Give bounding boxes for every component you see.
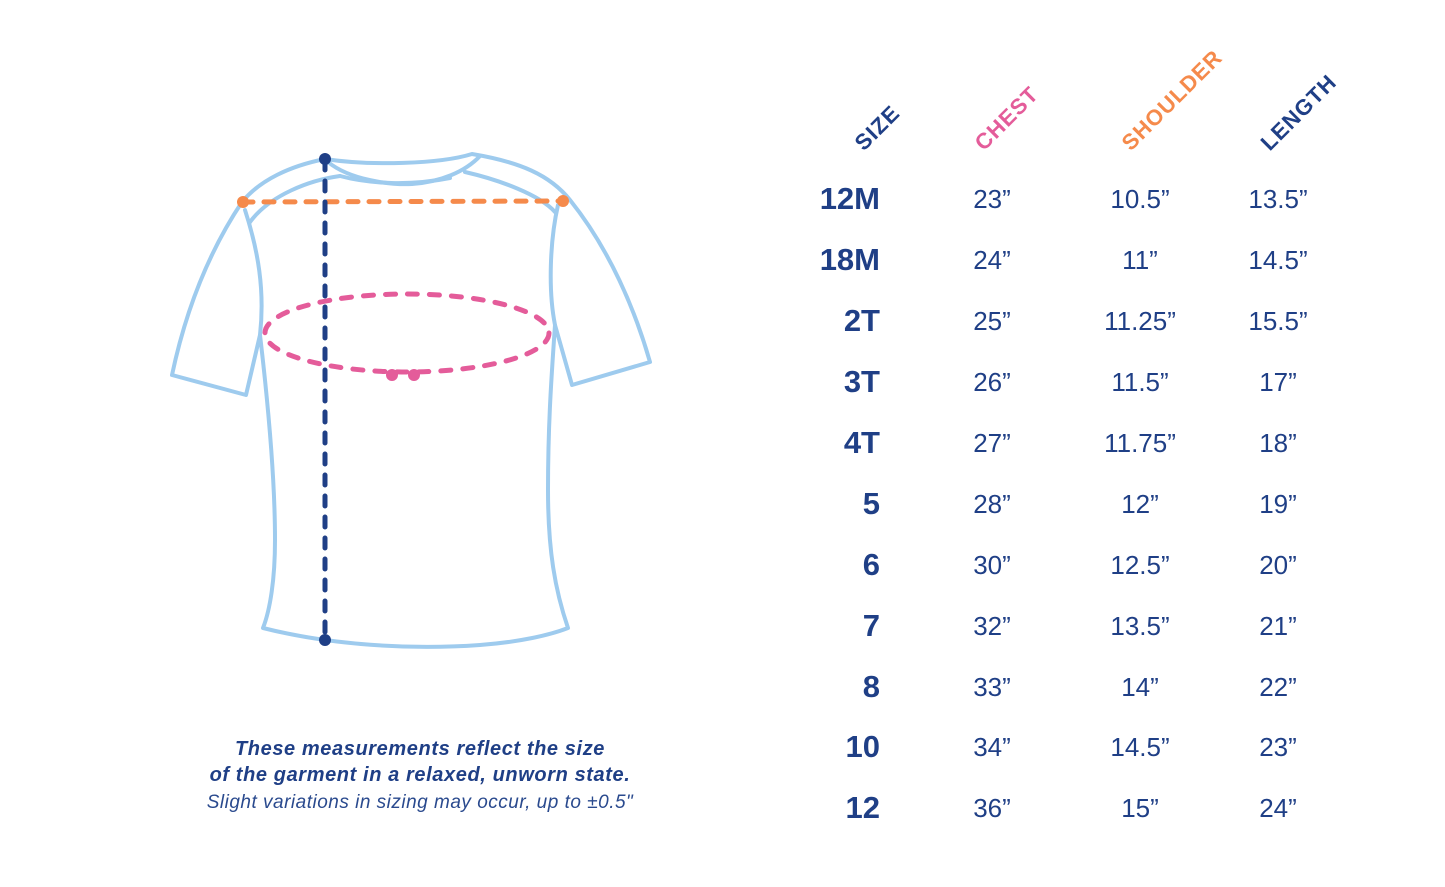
shoulder-cell: 15”: [1121, 793, 1159, 823]
note-line-3: Slight variations in sizing may occur, u…: [206, 792, 634, 813]
table-row: 3T 26” 11.5” 17”: [790, 362, 1390, 402]
tshirt-diagram: [150, 140, 670, 660]
shoulder-measure-line: [237, 195, 569, 208]
size-cell: 4T: [843, 425, 880, 460]
header-size: SIZE: [849, 100, 905, 156]
chest-cell: 23”: [973, 184, 1011, 214]
size-cell: 6: [862, 547, 880, 582]
size-cell: 2T: [843, 303, 880, 338]
length-cell: 15.5”: [1248, 306, 1308, 336]
shoulder-cell: 11.25”: [1104, 306, 1176, 336]
size-cell: 12M: [819, 181, 880, 216]
shoulder-cell: 14.5”: [1110, 732, 1170, 762]
table-row: 7 32” 13.5” 21”: [790, 606, 1390, 646]
measurement-notes: These measurements reflect the size of t…: [130, 736, 710, 816]
chest-cell: 32”: [973, 611, 1011, 641]
header-chest: CHEST: [969, 81, 1044, 156]
chest-cell: 26”: [973, 367, 1011, 397]
length-cell: 14.5”: [1248, 245, 1308, 275]
table-row: 12M 23” 10.5” 13.5”: [790, 179, 1390, 219]
size-cell: 7: [862, 608, 880, 643]
table-row: 6 30” 12.5” 20”: [790, 545, 1390, 585]
length-cell: 22”: [1259, 672, 1297, 702]
shoulder-cell: 12.5”: [1110, 550, 1170, 580]
chest-cell: 24”: [973, 245, 1011, 275]
shoulder-cell: 12”: [1121, 489, 1159, 519]
size-cell: 8: [862, 669, 880, 704]
table-row: 18M 24” 11” 14.5”: [790, 240, 1390, 280]
shoulder-cell: 11.5”: [1111, 367, 1169, 397]
shoulder-cell: 13.5”: [1110, 611, 1170, 641]
table-row: 8 33” 14” 22”: [790, 667, 1390, 707]
table-row: 4T 27” 11.75” 18”: [790, 423, 1390, 463]
chest-cell: 36”: [973, 793, 1011, 823]
shoulder-cell: 11.75”: [1104, 428, 1176, 458]
length-cell: 24”: [1259, 793, 1297, 823]
header-length: LENGTH: [1255, 69, 1342, 156]
length-cell: 21”: [1259, 611, 1297, 641]
chest-cell: 30”: [973, 550, 1011, 580]
note-line-1: These measurements reflect the size: [234, 738, 606, 760]
tshirt-measurement-icon: [170, 152, 652, 649]
size-cell: 5: [862, 486, 880, 521]
header-shoulder: SHOULDER: [1116, 44, 1228, 156]
length-cell: 18”: [1259, 428, 1297, 458]
size-cell: 18M: [819, 242, 880, 277]
length-measure-line: [319, 153, 331, 646]
length-cell: 19”: [1259, 489, 1297, 519]
table-row: 5 28” 12” 19”: [790, 484, 1390, 524]
size-cell: 3T: [843, 364, 880, 399]
size-chart-table: SIZE CHEST SHOULDER LENGTH 12M 23” 10.5”…: [790, 0, 1390, 887]
shoulder-cell: 10.5”: [1110, 184, 1170, 214]
chest-cell: 28”: [973, 489, 1011, 519]
chest-cell: 27”: [973, 428, 1011, 458]
shoulder-cell: 11”: [1122, 245, 1158, 275]
chest-measure-loop: [262, 291, 552, 381]
length-cell: 17”: [1259, 367, 1297, 397]
table-row: 12 36” 15” 24”: [790, 788, 1390, 828]
length-cell: 13.5”: [1248, 184, 1308, 214]
chest-cell: 34”: [973, 732, 1011, 762]
shoulder-cell: 14”: [1121, 672, 1159, 702]
table-row: 10 34” 14.5” 23”: [790, 727, 1390, 767]
length-cell: 23”: [1259, 732, 1297, 762]
chest-cell: 25”: [973, 306, 1011, 336]
table-row: 2T 25” 11.25” 15.5”: [790, 301, 1390, 341]
size-cell: 10: [845, 729, 880, 764]
size-cell: 12: [845, 790, 880, 825]
length-cell: 20”: [1259, 550, 1297, 580]
chest-cell: 33”: [973, 672, 1011, 702]
note-line-2: of the garment in a relaxed, unworn stat…: [209, 764, 631, 786]
